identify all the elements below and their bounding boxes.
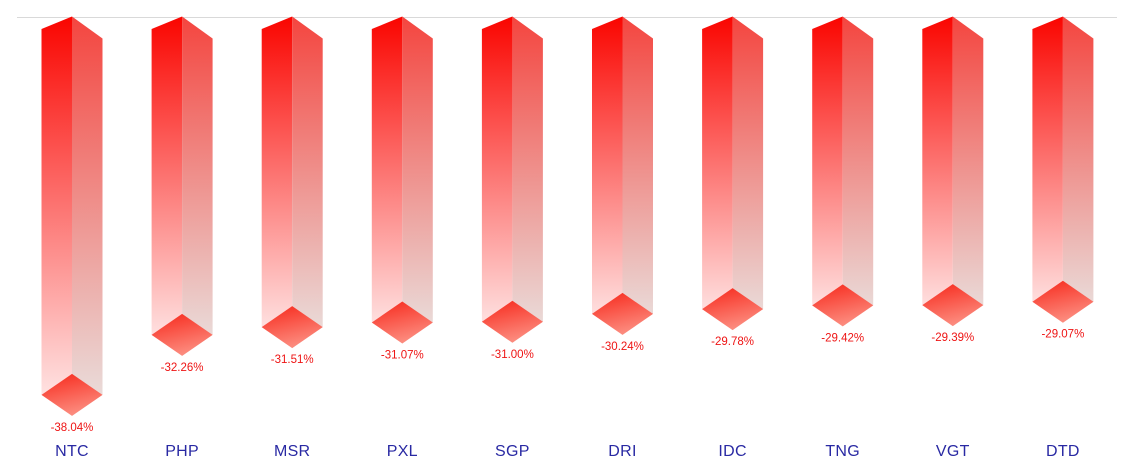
bar-value-label: -29.42% [821, 332, 864, 344]
bar-left-face[interactable] [481, 16, 513, 343]
bar-right-face[interactable] [182, 16, 213, 356]
bar-bottom-cap[interactable] [41, 373, 103, 416]
bar-value-label: -31.00% [491, 349, 534, 361]
bar-left-face[interactable] [1032, 16, 1063, 323]
bar-bottom-cap[interactable] [592, 292, 653, 335]
bar-value-label: -32.26% [161, 362, 204, 374]
bar-right-face[interactable] [512, 16, 543, 343]
bar-value-label: -31.51% [271, 354, 314, 366]
bar-PHP[interactable]: -32.26% PHP [151, 16, 213, 461]
bar-bottom-cap[interactable] [702, 288, 764, 331]
bar-IDC[interactable]: -29.78% IDC [702, 16, 764, 461]
bar-value-label: -38.04% [51, 422, 94, 434]
bar-bottom-cap[interactable] [481, 300, 543, 343]
category-label: DRI [608, 443, 636, 460]
bar-value-label: -30.24% [601, 341, 644, 353]
bar-left-face[interactable] [41, 16, 73, 416]
bar-left-face[interactable] [922, 16, 953, 327]
bar-value-label: -29.07% [1041, 329, 1084, 341]
bar-left-face[interactable] [702, 16, 733, 331]
bar-bottom-cap[interactable] [1032, 280, 1094, 323]
bar-left-face[interactable] [592, 16, 623, 335]
bar-right-face[interactable] [622, 16, 654, 335]
category-label: NTC [55, 443, 89, 460]
category-label: SGP [495, 443, 530, 460]
bar-left-face[interactable] [261, 16, 293, 349]
bar-bottom-cap[interactable] [812, 284, 874, 327]
bar-TNG[interactable]: -29.42% TNG [812, 16, 874, 461]
bar-right-face[interactable] [72, 16, 103, 416]
bar-right-face[interactable] [952, 16, 984, 327]
bar-NTC[interactable]: -38.04% NTC [41, 16, 103, 461]
bar-MSR[interactable]: -31.51% MSR [261, 16, 323, 461]
category-label: PHP [165, 443, 199, 460]
bar-bottom-cap[interactable] [922, 284, 984, 327]
bar-DTD[interactable]: -29.07% DTD [1032, 16, 1094, 461]
bar-value-label: -31.07% [381, 350, 424, 362]
category-label: TNG [825, 443, 860, 460]
bar-SGP[interactable]: -31.00% SGP [481, 16, 543, 461]
category-label: MSR [274, 443, 310, 460]
bar-right-face[interactable] [842, 16, 874, 327]
category-label: DTD [1046, 443, 1080, 460]
bar-PXL[interactable]: -31.07% PXL [371, 16, 433, 461]
bar-value-label: -29.39% [931, 332, 974, 344]
bar-value-label: -29.78% [711, 336, 754, 348]
bar-bottom-cap[interactable] [371, 301, 433, 344]
bar-right-face[interactable] [402, 16, 433, 344]
bar-left-face[interactable] [151, 16, 183, 356]
category-label: VGT [936, 443, 970, 460]
category-label: IDC [718, 443, 746, 460]
bar-right-face[interactable] [292, 16, 323, 349]
bar-left-face[interactable] [371, 16, 403, 344]
bar-DRI[interactable]: -30.24% DRI [592, 16, 654, 461]
bar-right-face[interactable] [1062, 16, 1094, 323]
bar-bottom-cap[interactable] [261, 306, 323, 349]
bar-VGT[interactable]: -29.39% VGT [922, 16, 984, 461]
bar-bottom-cap[interactable] [151, 313, 213, 356]
category-label: PXL [387, 443, 418, 460]
bar-right-face[interactable] [732, 16, 764, 331]
bar-left-face[interactable] [812, 16, 843, 327]
